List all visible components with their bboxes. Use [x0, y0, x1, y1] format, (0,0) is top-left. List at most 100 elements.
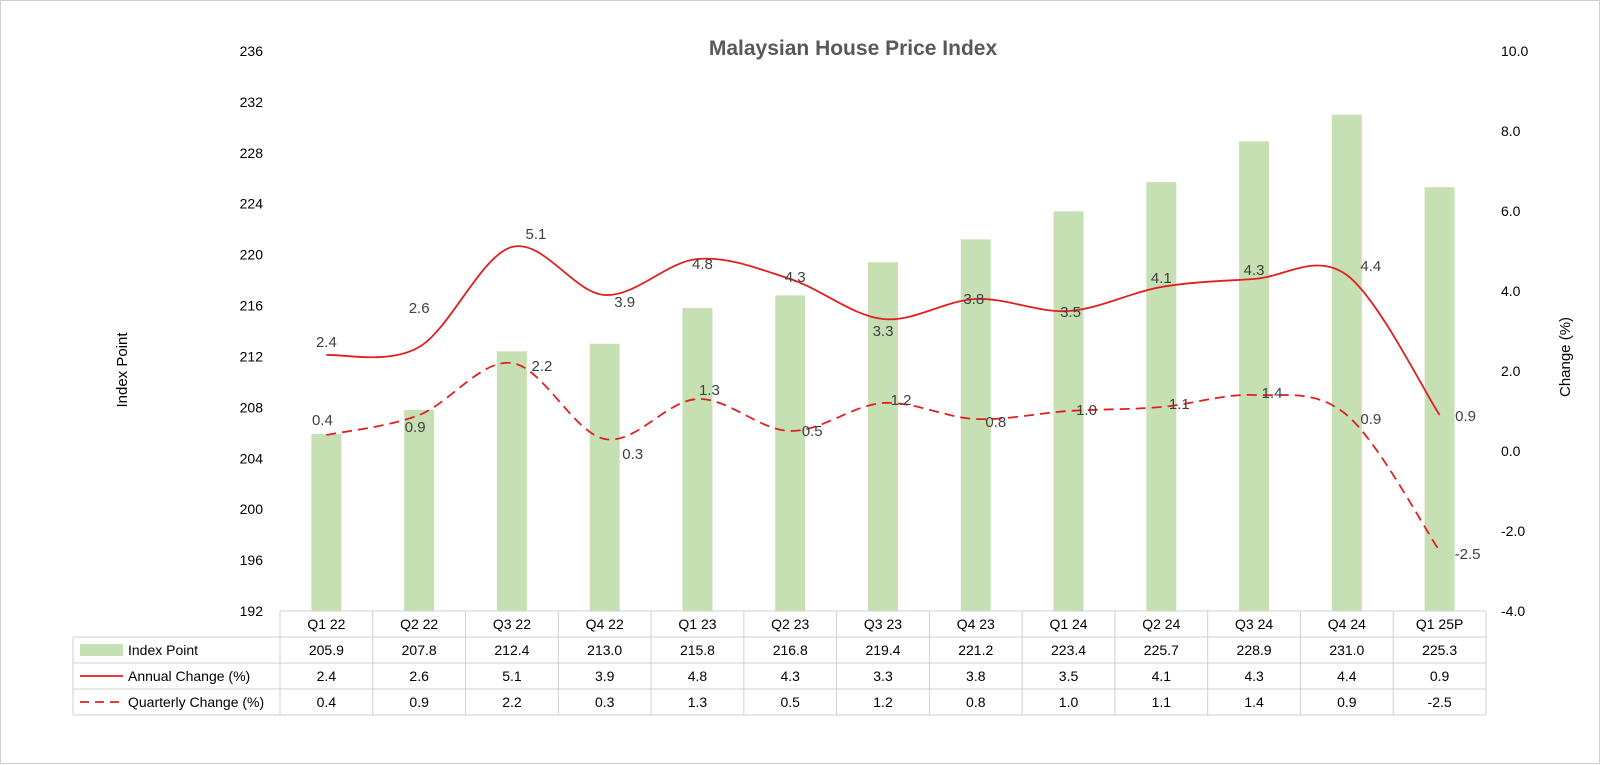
bar [1239, 141, 1270, 611]
table-value-cell: 3.9 [595, 668, 615, 684]
y-tick-label: 212 [240, 348, 264, 364]
table-value-cell: 216.8 [773, 642, 808, 658]
table-value-cell: 213.0 [587, 642, 622, 658]
table-value-cell: 1.0 [1059, 694, 1079, 710]
y-tick-label: 200 [240, 501, 264, 517]
y2-axis-label: Change (%) [1557, 317, 1574, 397]
y2-tick-label: 10.0 [1501, 43, 1528, 59]
table-value-cell: 0.9 [1430, 668, 1450, 684]
table-value-cell: 1.4 [1244, 694, 1264, 710]
annual-change-data-label: 4.1 [1151, 270, 1172, 287]
annual-change-data-label: 3.8 [963, 291, 984, 308]
table-value-cell: 4.3 [780, 668, 800, 684]
annual-change-data-label: 0.9 [1455, 408, 1476, 425]
y-tick-label: 236 [240, 43, 264, 59]
quarterly-change-data-label: 0.8 [985, 414, 1006, 431]
quarterly-change-data-label: 1.0 [1076, 402, 1097, 419]
table-value-cell: 0.9 [409, 694, 429, 710]
y2-tick-label: 8.0 [1501, 123, 1521, 139]
bar [682, 308, 713, 611]
table-value-cell: 212.4 [494, 642, 529, 658]
y2-tick-label: -4.0 [1501, 603, 1525, 619]
quarterly-change-line [326, 362, 1441, 552]
table-value-cell: 3.5 [1059, 668, 1079, 684]
y2-tick-label: 6.0 [1501, 203, 1521, 219]
bar [311, 434, 342, 611]
category-label: Q2 23 [771, 616, 809, 632]
annual-change-line [326, 245, 1441, 416]
annual-change-data-label: 5.1 [525, 226, 546, 243]
annual-change-data-label: 4.4 [1360, 258, 1381, 275]
chart-title: Malaysian House Price Index [709, 37, 998, 60]
bar [1331, 114, 1362, 612]
table-value-cell: 0.3 [595, 694, 615, 710]
quarterly-change-data-label: 1.3 [699, 382, 720, 399]
table-value-cell: 0.4 [317, 694, 337, 710]
category-label: Q3 23 [864, 616, 902, 632]
bar [1146, 182, 1177, 611]
table-value-cell: 231.0 [1329, 642, 1364, 658]
table-value-cell: 225.3 [1422, 642, 1457, 658]
y2-tick-label: 4.0 [1501, 283, 1521, 299]
y-tick-label: 208 [240, 399, 264, 415]
annual-change-data-label: 3.3 [873, 323, 894, 340]
table-value-cell: 2.4 [317, 668, 337, 684]
annual-change-data-label: 4.3 [785, 269, 806, 286]
table-value-cell: 5.1 [502, 668, 522, 684]
category-label: Q4 23 [957, 616, 995, 632]
quarterly-change-data-label: 0.5 [802, 423, 823, 440]
category-label: Q3 22 [493, 616, 531, 632]
quarterly-change-data-label: 0.3 [622, 446, 643, 463]
y-tick-label: 224 [240, 196, 264, 212]
y2-tick-label: 0.0 [1501, 443, 1521, 459]
table-value-cell: 1.3 [688, 694, 708, 710]
category-label: Q4 24 [1328, 616, 1366, 632]
annual-change-data-label: 2.6 [409, 300, 430, 317]
quarterly-change-data-label: 1.2 [891, 392, 912, 409]
bar [960, 239, 991, 611]
quarterly-change-data-label: 0.4 [312, 412, 333, 429]
table-value-cell: 4.3 [1244, 668, 1264, 684]
category-label: Q1 22 [307, 616, 345, 632]
quarterly-change-data-label: 1.4 [1262, 385, 1283, 402]
table-value-cell: 215.8 [680, 642, 715, 658]
table-value-cell: 1.1 [1152, 694, 1172, 710]
table-value-cell: 4.4 [1337, 668, 1357, 684]
y-tick-label: 228 [240, 145, 264, 161]
table-value-cell: 1.2 [873, 694, 893, 710]
quarterly-change-data-label: 2.2 [531, 358, 552, 375]
category-label: Q3 24 [1235, 616, 1273, 632]
quarterly-change-data-label: 0.9 [1360, 411, 1381, 428]
y-axis-label: Index Point [114, 332, 131, 408]
table-value-cell: 219.4 [865, 642, 900, 658]
table-value-cell: 205.9 [309, 642, 344, 658]
annual-change-data-label: 3.9 [614, 294, 635, 311]
table-value-cell: -2.5 [1428, 694, 1452, 710]
legend-series-name: Annual Change (%) [128, 668, 250, 684]
y-tick-label: 220 [240, 247, 264, 263]
table-value-cell: 207.8 [402, 642, 437, 658]
table-value-cell: 228.9 [1237, 642, 1272, 658]
table-value-cell: 0.8 [966, 694, 986, 710]
category-label: Q2 24 [1142, 616, 1180, 632]
category-label: Q1 23 [678, 616, 716, 632]
legend-swatch-bar [80, 644, 123, 656]
table-value-cell: 225.7 [1144, 642, 1179, 658]
quarterly-change-data-label: -2.5 [1455, 546, 1481, 563]
y2-tick-label: -2.0 [1501, 523, 1525, 539]
legend-series-name: Index Point [128, 642, 198, 658]
quarterly-change-data-label: 1.1 [1169, 396, 1190, 413]
y-tick-label: 204 [240, 450, 264, 466]
bar [868, 262, 898, 611]
table-value-cell: 0.5 [780, 694, 800, 710]
annual-change-data-label: 4.8 [692, 256, 713, 273]
bar [404, 409, 435, 611]
legend-series-name: Quarterly Change (%) [128, 694, 264, 710]
table-value-cell: 0.9 [1337, 694, 1357, 710]
bar [589, 343, 620, 611]
annual-change-data-label: 2.4 [316, 334, 337, 351]
table-value-cell: 4.1 [1152, 668, 1172, 684]
bar [775, 295, 806, 611]
